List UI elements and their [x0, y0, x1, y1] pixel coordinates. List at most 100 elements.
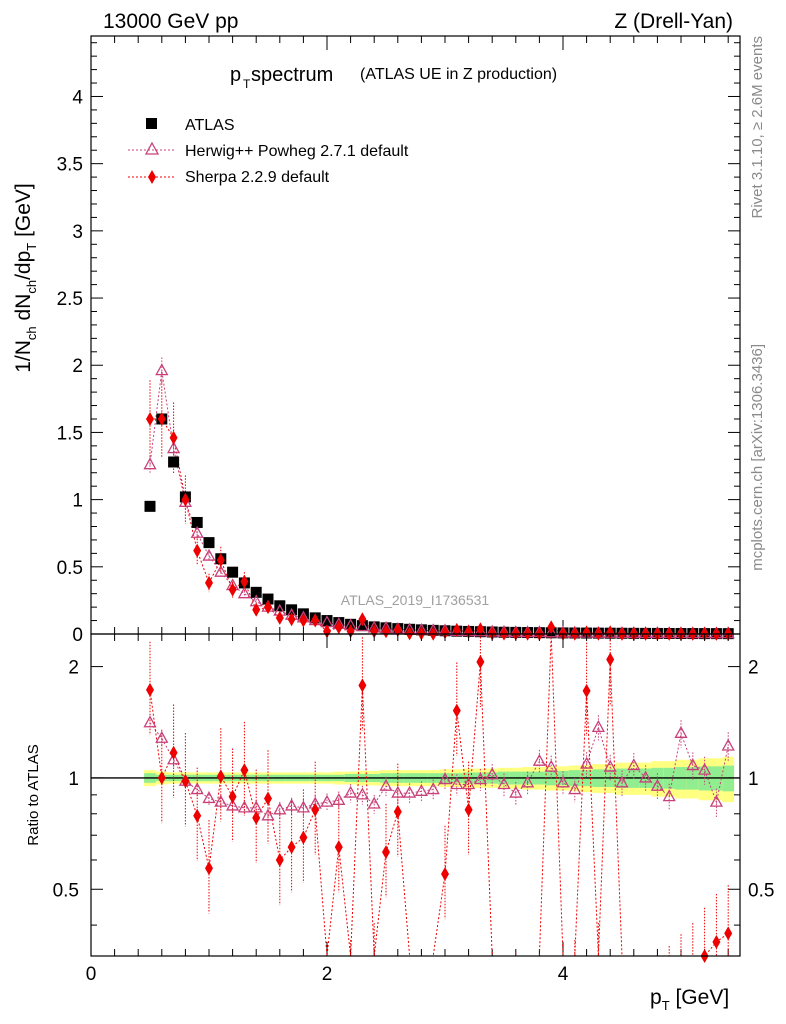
sherpa-point — [323, 624, 331, 639]
ratio-herwig-point — [296, 800, 310, 813]
ratio-sherpa-point — [240, 763, 249, 778]
sherpa-points — [146, 411, 733, 641]
sherpa-point — [157, 411, 166, 426]
herwig-point — [190, 525, 204, 538]
sherpa-point — [287, 612, 296, 627]
sherpa-point — [299, 613, 308, 628]
ratio-herwig-point — [674, 725, 688, 738]
sherpa-point — [216, 553, 225, 568]
y-tick-label-main: 1.5 — [57, 423, 83, 444]
atlas-point — [262, 593, 274, 605]
ratio-herwig-points — [143, 715, 735, 821]
ratio-herwig-point — [686, 758, 700, 771]
ratio-sherpa-point — [582, 683, 591, 698]
ratio-herwig-point — [509, 785, 523, 798]
ratio-frame — [90, 633, 741, 957]
ratio-sherpa-point — [157, 770, 166, 785]
herwig-point — [355, 619, 369, 632]
sherpa-point — [606, 625, 615, 640]
y-tick-label-ratio-right: 1 — [748, 769, 759, 790]
legend: ATLAS Herwig++ Powheg 2.7.1 default Sher… — [128, 117, 409, 186]
ratio-herwig-point — [709, 794, 723, 807]
y-tick-label-main: 2 — [72, 356, 83, 377]
ratio-herwig-point — [167, 752, 181, 765]
herwig-point — [237, 586, 251, 599]
legend-item-sherpa: Sherpa 2.2.9 default — [128, 169, 330, 186]
atlas-point — [227, 566, 239, 578]
herwig-point — [167, 441, 181, 454]
ratio-sherpa-points — [146, 652, 733, 963]
sherpa-point — [382, 624, 390, 639]
ratio-sherpa-point — [724, 926, 733, 941]
sherpa-point — [452, 622, 461, 637]
herwig-point — [202, 548, 216, 561]
ratio-herwig-point — [214, 794, 228, 807]
legend-label-sherpa: Sherpa 2.2.9 default — [185, 169, 330, 186]
atlas-point — [144, 500, 156, 512]
y-axis-label-main: 1/Nch dNch/dpT [GeV] — [12, 183, 39, 373]
ratio-herwig-point — [414, 783, 428, 796]
ratio-sherpa-point — [311, 802, 320, 817]
ratio-herwig-point — [544, 759, 558, 772]
ratio-herwig-point — [662, 789, 676, 802]
ratio-herwig-point — [497, 777, 511, 790]
sherpa-point — [275, 610, 284, 625]
ratio-herwig-point — [698, 762, 712, 775]
ratio-herwig-point — [202, 791, 216, 804]
ratio-axis-ticks: 0.5 0.5 1 1 2 2 0 2 4 — [53, 634, 774, 985]
ratio-herwig-point — [403, 785, 417, 798]
atlas-point — [191, 516, 203, 528]
herwig-point — [155, 363, 169, 376]
herwig-point — [143, 457, 157, 470]
ratio-herwig-point — [226, 798, 240, 811]
ratio-herwig-point — [603, 759, 617, 772]
y-tick-label-ratio: 0.5 — [53, 880, 79, 901]
sherpa-point — [547, 620, 556, 635]
sherpa-point — [252, 602, 261, 617]
sherpa-point — [582, 625, 591, 640]
ratio-sherpa-point — [712, 935, 721, 950]
ratio-herwig-point — [273, 802, 287, 815]
sherpa-point — [228, 582, 237, 597]
title-main: p — [230, 64, 241, 86]
ratio-sherpa-point — [441, 866, 449, 881]
ratio-sherpa-error-bars — [149, 634, 729, 956]
y-axis-label-ratio: Ratio to ATLAS — [25, 744, 42, 845]
title-suffix: (ATLAS UE in Z production) — [360, 66, 557, 83]
ratio-sherpa-point — [252, 810, 261, 825]
legend-item-herwig: Herwig++ Powheg 2.7.1 default — [128, 141, 409, 160]
title-rest: spectrum — [251, 64, 333, 86]
sherpa-point — [264, 600, 272, 615]
ratio-sherpa-point — [181, 774, 190, 789]
ratio-sherpa-point — [275, 852, 284, 867]
ratio-sherpa-line — [149, 633, 729, 957]
ratio-herwig-point — [473, 772, 487, 785]
ratio-herwig-point — [485, 767, 499, 780]
ratio-sherpa-point — [228, 789, 237, 804]
ratio-herwig-point — [568, 782, 582, 795]
sherpa-point — [169, 430, 178, 445]
header-left: 13000 GeV pp — [103, 10, 238, 33]
ratio-herwig-point — [155, 730, 169, 743]
ratio-sherpa-point — [264, 791, 272, 806]
legend-marker-herwig — [144, 141, 160, 155]
chart-title: p T spectrum (ATLAS UE in Z production) — [230, 64, 557, 91]
title-sub: T — [243, 77, 251, 91]
ratio-herwig-point — [591, 720, 605, 733]
ratio-sherpa-point — [606, 652, 615, 667]
x-tick-label: 2 — [322, 964, 333, 985]
header-right: Z (Drell-Yan) — [614, 10, 733, 33]
y-tick-label-main: 3.5 — [57, 155, 83, 176]
sherpa-point — [346, 624, 355, 639]
sherpa-point — [334, 620, 343, 635]
y-tick-label-ratio: 2 — [68, 658, 79, 679]
ratio-herwig-point — [344, 785, 358, 798]
sherpa-point — [311, 613, 320, 628]
sherpa-point — [240, 574, 249, 589]
ratio-sherpa-point — [299, 830, 308, 845]
ratio-sherpa-point — [287, 840, 296, 855]
y-tick-label-ratio: 1 — [68, 769, 79, 790]
ratio-sherpa-point — [476, 654, 485, 669]
ratio-herwig-point — [367, 796, 381, 809]
mcplots-label: mcplots.cern.ch [arXiv:1306.3436] — [749, 344, 766, 571]
